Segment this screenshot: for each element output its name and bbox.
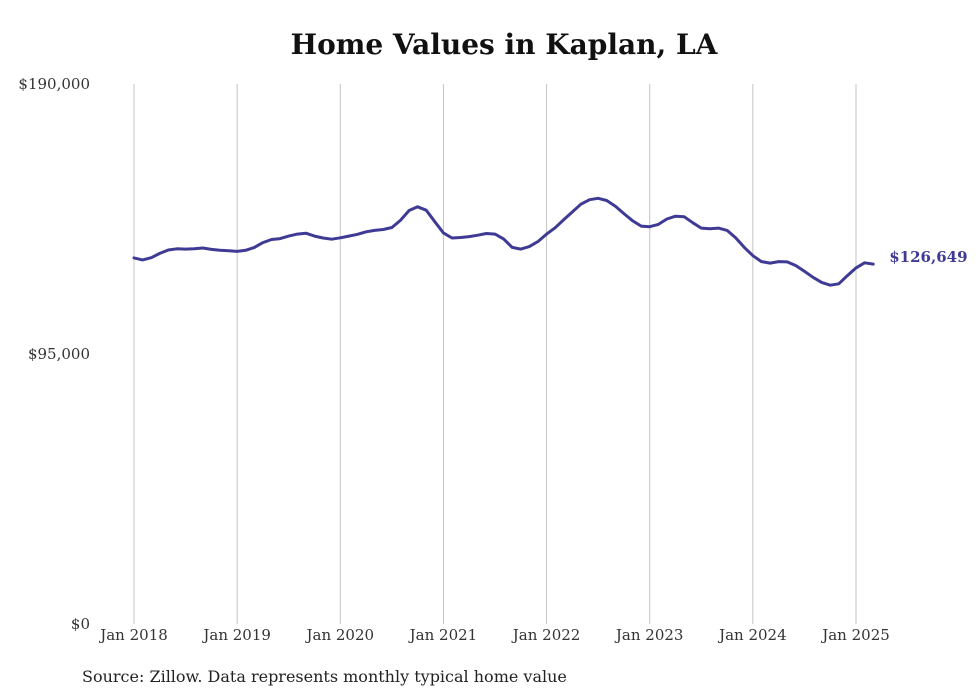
end-value-label: $126,649 [889,248,967,266]
x-tick-label: Jan 2019 [201,626,271,644]
x-tick-label: Jan 2020 [305,626,375,644]
chart-title: Home Values in Kaplan, LA [290,28,718,61]
source-note: Source: Zillow. Data represents monthly … [82,667,567,686]
x-tick-label: Jan 2021 [408,626,478,644]
y-axis-ticks: $190,000 $95,000 $0 [18,75,90,633]
grid-lines [133,84,857,624]
x-tick-label: Jan 2024 [717,626,787,644]
x-tick-label: Jan 2022 [511,626,581,644]
y-tick-label: $190,000 [18,75,90,93]
series-line [132,196,875,287]
y-tick-label: $0 [71,615,90,633]
x-tick-label: Jan 2025 [820,626,890,644]
x-axis-ticks: Jan 2018 Jan 2019 Jan 2020 Jan 2021 Jan 2022… [98,626,890,644]
x-tick-label: Jan 2018 [98,626,168,644]
x-tick-label: Jan 2023 [614,626,684,644]
y-tick-label: $95,000 [28,345,90,363]
